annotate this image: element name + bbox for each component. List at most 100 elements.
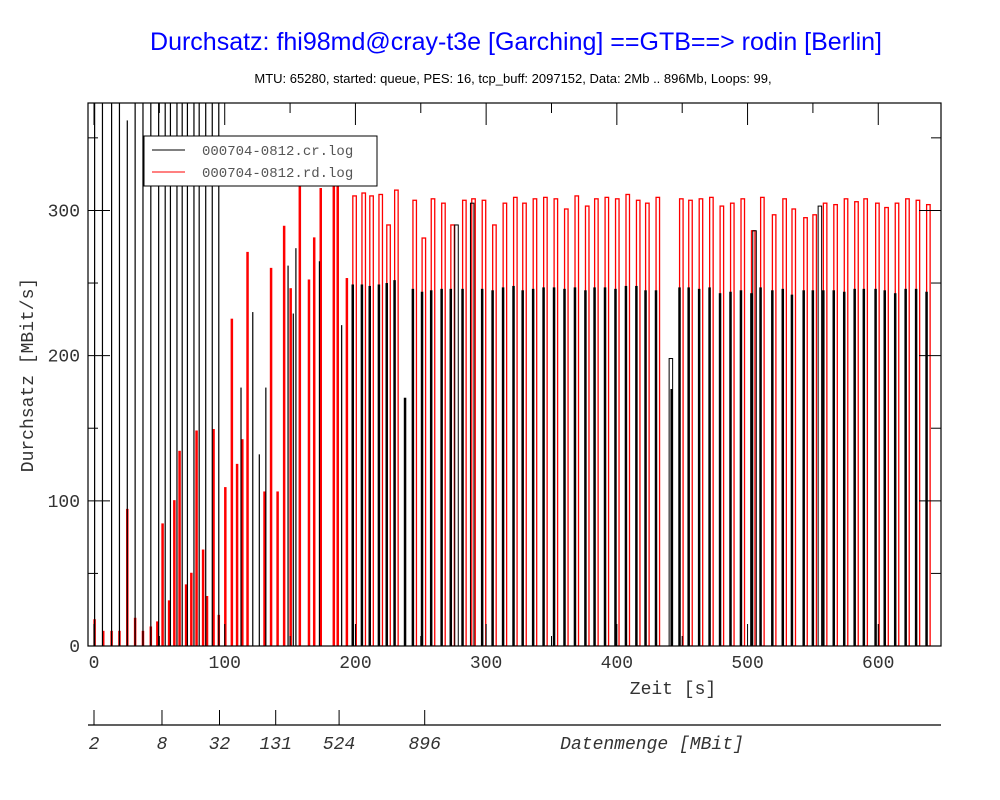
bar-rd bbox=[190, 572, 193, 646]
y-tick-label: 100 bbox=[48, 493, 80, 513]
x-tick-label: 0 bbox=[89, 654, 100, 674]
bar-cr bbox=[491, 290, 494, 646]
bar-cr bbox=[654, 290, 658, 646]
bar-cr bbox=[295, 248, 297, 646]
bar-cr bbox=[158, 103, 160, 646]
bar-cr bbox=[393, 280, 396, 646]
bar-rd bbox=[201, 549, 205, 646]
bar-cr bbox=[697, 288, 701, 646]
legend-label-cr: 000704-0812.cr.log bbox=[202, 144, 353, 160]
chart-subtitle: MTU: 65280, started: queue, PES: 16, tcp… bbox=[254, 71, 771, 86]
data-amount-tick-label: 896 bbox=[409, 735, 442, 755]
bar-cr bbox=[687, 287, 690, 646]
bar-cr bbox=[142, 103, 144, 646]
x-tick-label: 600 bbox=[862, 654, 894, 674]
bar-rd bbox=[336, 180, 339, 646]
bar-rd bbox=[205, 595, 209, 646]
bar-cr bbox=[440, 288, 443, 646]
bar-cr bbox=[211, 103, 213, 646]
bar-cr bbox=[573, 287, 577, 646]
bar-cr bbox=[817, 205, 823, 646]
bar-cr bbox=[118, 103, 121, 646]
bar-cr bbox=[501, 287, 505, 646]
bar-rd bbox=[246, 251, 249, 646]
y-axis-label: Durchsatz [MBit/s] bbox=[19, 278, 39, 472]
bar-cr bbox=[169, 103, 172, 646]
bar-rd bbox=[173, 500, 176, 646]
bar-cr bbox=[351, 284, 355, 646]
x-tick-label: 100 bbox=[209, 654, 241, 674]
chart-title: Durchsatz: fhi98md@cray-t3e [Garching] =… bbox=[150, 28, 882, 56]
bar-rd bbox=[269, 267, 273, 646]
bar-cr bbox=[94, 103, 96, 646]
bar-cr bbox=[521, 290, 524, 646]
x-tick-label: 400 bbox=[601, 654, 633, 674]
bar-cr bbox=[377, 284, 381, 646]
bar-cr bbox=[584, 290, 587, 646]
bar-cr bbox=[512, 285, 515, 646]
bar-cr bbox=[449, 288, 453, 646]
bar-cr bbox=[542, 287, 545, 646]
bar-cr bbox=[678, 287, 681, 646]
bar-cr bbox=[429, 290, 433, 646]
data-amount-tick-label: 524 bbox=[323, 735, 355, 755]
bar-cr bbox=[287, 265, 289, 646]
bar-cr bbox=[635, 285, 638, 646]
bar-cr bbox=[752, 230, 757, 646]
bar-cr bbox=[614, 288, 617, 646]
bar-cr bbox=[790, 294, 794, 646]
bar-cr bbox=[420, 291, 424, 646]
bar-cr bbox=[925, 291, 928, 646]
bar-rd bbox=[241, 439, 244, 646]
bar-cr bbox=[552, 287, 556, 646]
bar-cr bbox=[181, 103, 183, 646]
y-tick-label: 200 bbox=[48, 348, 80, 368]
bar-cr bbox=[822, 290, 825, 646]
bar-cr bbox=[708, 287, 711, 646]
bar-cr bbox=[360, 284, 364, 646]
bar-rd bbox=[276, 491, 279, 646]
bar-cr bbox=[729, 291, 732, 646]
bar-cr bbox=[718, 293, 722, 646]
bar-cr bbox=[218, 103, 220, 646]
bar-cr bbox=[862, 288, 866, 646]
bar-cr bbox=[205, 103, 207, 646]
bar-cr bbox=[198, 103, 200, 646]
bar-cr bbox=[644, 290, 647, 646]
bar-rd bbox=[298, 180, 302, 646]
bar-cr bbox=[603, 287, 607, 646]
bar-rd bbox=[184, 584, 188, 646]
x-tick-label: 200 bbox=[339, 654, 371, 674]
bar-cr bbox=[670, 389, 673, 646]
y-tick-label: 300 bbox=[48, 202, 80, 222]
bar-cr bbox=[258, 454, 260, 646]
bar-cr bbox=[411, 288, 415, 646]
bar-rd bbox=[319, 188, 322, 646]
bar-cr bbox=[461, 288, 464, 646]
x-tick-label: 300 bbox=[470, 654, 502, 674]
data-amount-axis: Datenmenge [MBit] 2 8 32 131 524 896 bbox=[88, 710, 941, 755]
bar-cr bbox=[134, 103, 136, 646]
bar-cr bbox=[292, 313, 294, 646]
bar-cr bbox=[893, 293, 897, 646]
bar-cr bbox=[368, 285, 371, 646]
bar-cr bbox=[914, 288, 918, 646]
bar-rd bbox=[282, 225, 286, 646]
bar-rd bbox=[289, 288, 292, 646]
bars-layer bbox=[93, 103, 931, 646]
bar-cr bbox=[164, 103, 166, 646]
bar-cr bbox=[454, 224, 459, 646]
bar-cr bbox=[593, 287, 596, 646]
bar-cr bbox=[318, 261, 321, 646]
bar-cr bbox=[252, 312, 254, 646]
data-amount-tick-label: 32 bbox=[209, 735, 231, 755]
bar-cr bbox=[874, 288, 877, 646]
bar-cr bbox=[883, 290, 886, 646]
data-amount-axis-label: Datenmenge [MBit] bbox=[560, 735, 744, 755]
bar-cr bbox=[126, 120, 128, 646]
bar-cr bbox=[101, 103, 104, 646]
bar-cr bbox=[265, 387, 267, 646]
bar-rd bbox=[312, 237, 316, 646]
bar-rd bbox=[224, 487, 227, 646]
